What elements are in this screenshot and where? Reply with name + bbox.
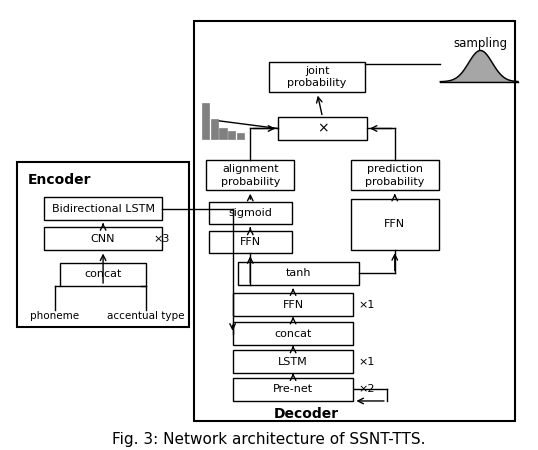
FancyBboxPatch shape bbox=[233, 322, 353, 345]
Text: FFN: FFN bbox=[240, 237, 261, 247]
Text: ×: × bbox=[317, 122, 328, 135]
FancyBboxPatch shape bbox=[17, 162, 189, 327]
Text: concat: concat bbox=[274, 328, 312, 339]
Bar bbox=[220, 128, 226, 139]
FancyBboxPatch shape bbox=[194, 22, 515, 421]
FancyBboxPatch shape bbox=[233, 293, 353, 316]
Text: phoneme: phoneme bbox=[30, 311, 80, 321]
Text: Bidirectional LSTM: Bidirectional LSTM bbox=[52, 204, 154, 214]
FancyBboxPatch shape bbox=[209, 231, 292, 253]
Text: ×1: ×1 bbox=[359, 357, 376, 367]
Text: Pre-net: Pre-net bbox=[273, 384, 313, 394]
Text: prediction
probability: prediction probability bbox=[365, 164, 424, 186]
FancyBboxPatch shape bbox=[44, 227, 162, 250]
FancyBboxPatch shape bbox=[206, 160, 294, 190]
FancyBboxPatch shape bbox=[351, 160, 439, 190]
Text: ×1: ×1 bbox=[359, 300, 376, 310]
Text: Fig. 3: Network architecture of SSNT-TTS.: Fig. 3: Network architecture of SSNT-TTS… bbox=[112, 432, 426, 447]
Text: Encoder: Encoder bbox=[28, 173, 91, 187]
Bar bbox=[202, 103, 209, 139]
Text: FFN: FFN bbox=[384, 219, 405, 230]
FancyBboxPatch shape bbox=[209, 202, 292, 225]
Bar bbox=[211, 119, 218, 139]
FancyBboxPatch shape bbox=[238, 262, 359, 285]
Text: CNN: CNN bbox=[91, 234, 115, 243]
Text: concat: concat bbox=[84, 269, 122, 279]
Text: alignment
probability: alignment probability bbox=[221, 164, 280, 186]
Text: tanh: tanh bbox=[286, 268, 311, 279]
FancyBboxPatch shape bbox=[44, 197, 162, 220]
FancyBboxPatch shape bbox=[351, 199, 439, 250]
Bar bbox=[237, 133, 244, 139]
Bar bbox=[228, 130, 235, 139]
Text: ×2: ×2 bbox=[359, 384, 376, 394]
Text: sampling: sampling bbox=[454, 37, 507, 50]
FancyBboxPatch shape bbox=[278, 117, 367, 140]
FancyBboxPatch shape bbox=[60, 263, 146, 286]
FancyBboxPatch shape bbox=[233, 378, 353, 401]
Text: joint
probability: joint probability bbox=[287, 66, 347, 88]
FancyBboxPatch shape bbox=[233, 350, 353, 374]
Text: accentual type: accentual type bbox=[107, 311, 185, 321]
Text: LSTM: LSTM bbox=[278, 357, 308, 367]
FancyBboxPatch shape bbox=[269, 62, 365, 92]
Text: ×3: ×3 bbox=[154, 234, 171, 243]
Text: FFN: FFN bbox=[282, 300, 303, 310]
Text: sigmoid: sigmoid bbox=[228, 208, 272, 218]
Text: Decoder: Decoder bbox=[274, 407, 339, 421]
